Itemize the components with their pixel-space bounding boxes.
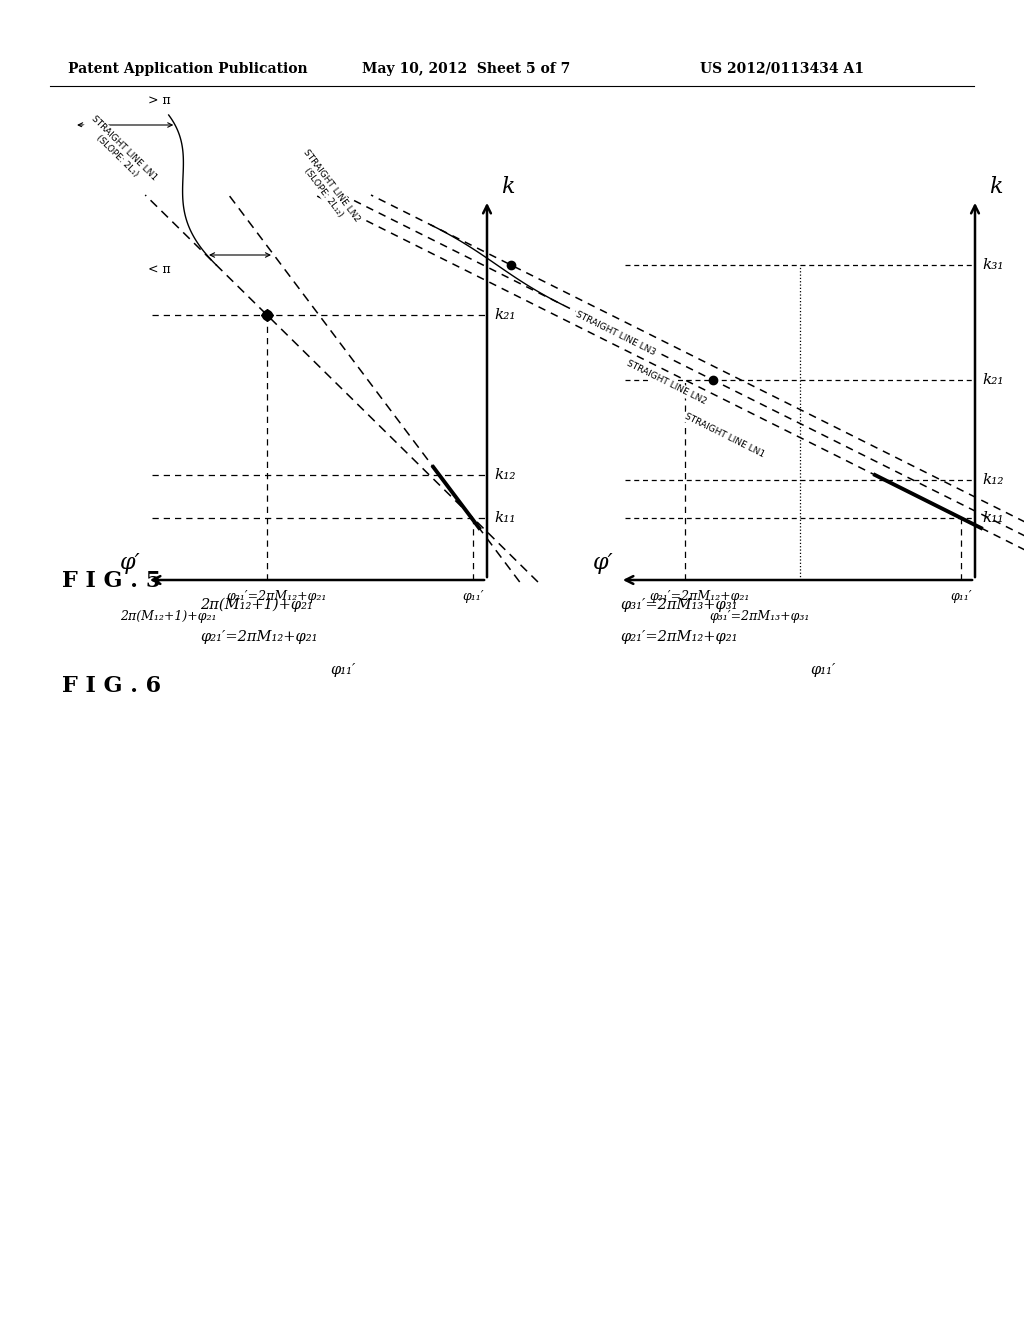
Text: k: k: [501, 176, 514, 198]
Text: STRAIGHT LINE LN1: STRAIGHT LINE LN1: [683, 412, 766, 459]
Text: US 2012/0113434 A1: US 2012/0113434 A1: [700, 62, 864, 77]
Text: k: k: [989, 176, 1002, 198]
Text: φ₁₁′: φ₁₁′: [950, 590, 972, 603]
Text: k₁₁: k₁₁: [982, 511, 1004, 525]
Text: STRAIGHT LINE LN3: STRAIGHT LINE LN3: [574, 309, 657, 356]
Text: < π: < π: [148, 263, 171, 276]
Text: STRAIGHT LINE LN2
(SLOPE: 2L₁₂): STRAIGHT LINE LN2 (SLOPE: 2L₁₂): [294, 148, 361, 230]
Text: k₃₁: k₃₁: [982, 257, 1004, 272]
Text: k₁₁: k₁₁: [494, 511, 515, 525]
Text: φ₁₁′: φ₁₁′: [810, 663, 836, 677]
Text: φ′: φ′: [593, 552, 614, 574]
Text: φ₂₁′=2πM₁₂+φ₂₁: φ₂₁′=2πM₁₂+φ₂₁: [226, 590, 328, 603]
Text: φ₃₁′=2πM₁₃+φ₃₁: φ₃₁′=2πM₁₃+φ₃₁: [620, 598, 737, 612]
Text: φ₂₁′=2πM₁₂+φ₂₁: φ₂₁′=2πM₁₂+φ₂₁: [650, 590, 751, 603]
Text: φ₁₁′: φ₁₁′: [330, 663, 355, 677]
Text: φ₁₁′: φ₁₁′: [462, 590, 483, 603]
Text: 2π(M₁₂+1)+φ₂₁: 2π(M₁₂+1)+φ₂₁: [200, 598, 313, 612]
Text: φ₃₁′=2πM₁₃+φ₃₁: φ₃₁′=2πM₁₃+φ₃₁: [710, 610, 810, 623]
Text: 2π(M₁₂+1)+φ₂₁: 2π(M₁₂+1)+φ₂₁: [121, 610, 217, 623]
Text: φ′: φ′: [121, 552, 141, 574]
Text: F I G . 5: F I G . 5: [62, 570, 161, 591]
Text: φ₂₁′=2πM₁₂+φ₂₁: φ₂₁′=2πM₁₂+φ₂₁: [620, 630, 737, 644]
Text: k₂₁: k₂₁: [982, 374, 1004, 387]
Text: May 10, 2012  Sheet 5 of 7: May 10, 2012 Sheet 5 of 7: [362, 62, 570, 77]
Text: STRAIGHT LINE LN2: STRAIGHT LINE LN2: [625, 359, 708, 407]
Text: STRAIGHT LINE LN1
(SLOPE: 2L₁): STRAIGHT LINE LN1 (SLOPE: 2L₁): [83, 115, 159, 190]
Text: Patent Application Publication: Patent Application Publication: [68, 62, 307, 77]
Text: k₁₂: k₁₂: [982, 473, 1004, 487]
Text: φ₂₁′=2πM₁₂+φ₂₁: φ₂₁′=2πM₁₂+φ₂₁: [200, 630, 317, 644]
Text: k₁₂: k₁₂: [494, 469, 515, 482]
Text: k₂₁: k₂₁: [494, 308, 515, 322]
Text: F I G . 6: F I G . 6: [62, 675, 161, 697]
Text: > π: > π: [148, 94, 171, 107]
